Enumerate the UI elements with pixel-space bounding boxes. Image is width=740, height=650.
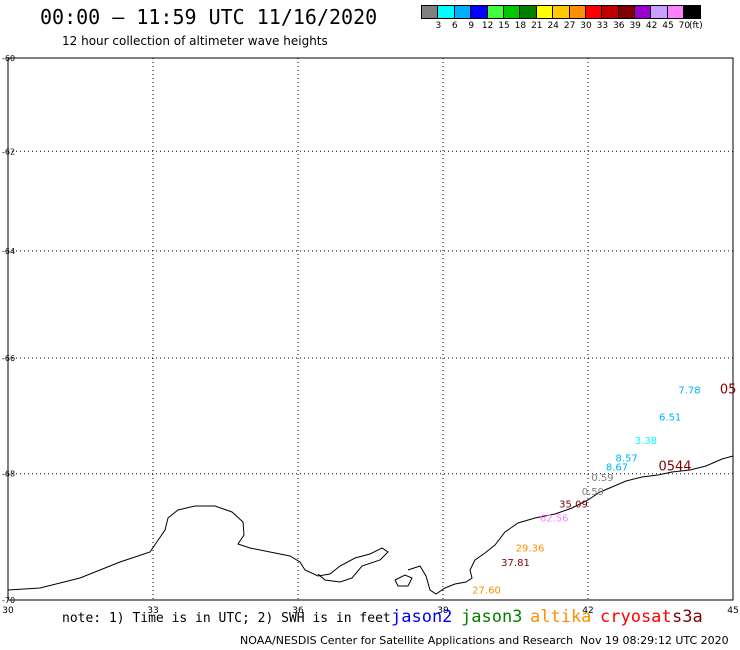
map-frame	[7, 57, 734, 601]
wave-height-label: 3.38	[635, 436, 657, 447]
legend-jason2: jason2	[391, 607, 453, 627]
note-text: note: 1) Time is in UTC; 2) SWH is in fe…	[62, 611, 391, 626]
lat-tick-label: -68	[2, 470, 15, 479]
lat-tick-label: -70	[2, 596, 15, 605]
color-scale-bar	[421, 5, 701, 19]
color-scale-tick: 21	[531, 21, 543, 31]
lon-tick-label: 33	[147, 606, 158, 616]
color-scale-tick: 30	[580, 21, 592, 31]
color-scale-tick: 33	[596, 21, 609, 31]
page-title: 00:00 – 11:59 UTC 11/16/2020	[40, 5, 378, 29]
color-scale-tick: 24	[547, 21, 559, 31]
wave-height-label: 0.59	[591, 473, 613, 484]
legend-altika: altika	[530, 607, 592, 627]
wave-height-label: 29.36	[516, 543, 545, 554]
color-scale-tick: 70	[678, 21, 691, 31]
map-grid	[7, 57, 734, 601]
color-scale-labels: 3 6 9 12 15 18 21 24 27 30 33 36 39 42 45 70 (ft)	[421, 21, 740, 33]
wave-height-label: 7.78	[678, 385, 700, 396]
wave-height-label: 6.51	[659, 412, 681, 423]
footer-credit: NOAA/NESDIS Center for Satellite Applica…	[240, 634, 574, 647]
color-scale-tick: 18	[514, 21, 527, 31]
legend-s3a: s3a	[672, 607, 703, 627]
wave-height-label: 37.81	[501, 558, 530, 569]
lat-tick-label: -62	[2, 147, 15, 156]
wave-height-label: 0544	[658, 460, 691, 475]
wave-height-label: 27.60	[472, 585, 501, 596]
color-scale-tick: 45	[662, 21, 674, 31]
wave-height-label: 35.09	[559, 499, 588, 510]
wave-height-labels: 7.78 056.513.388.578.67 05440.590.5935.096…	[472, 382, 736, 596]
color-scale-unit: (ft)	[689, 21, 703, 31]
lon-tick-label: 36	[292, 606, 304, 616]
color-scale-tick: 39	[629, 21, 641, 31]
lat-tick-label: -64	[2, 247, 15, 256]
color-scale-tick: 36	[613, 21, 625, 31]
color-scale-tick: 27	[563, 21, 576, 31]
lat-tick-label: -60	[2, 54, 15, 63]
legend-cryosat: cryosat	[600, 607, 672, 627]
color-scale-tick: 42	[645, 21, 658, 31]
page-subtitle: 12 hour collection of altimeter wave hei…	[62, 34, 328, 48]
wave-height-label: 8.67	[606, 463, 628, 474]
antarctic-coastline	[7, 455, 734, 595]
color-scale-tick: 9	[468, 21, 475, 31]
coastline-path	[7, 455, 734, 595]
lon-tick-label: 30	[2, 606, 14, 616]
wave-height-label: 62.56	[540, 514, 569, 525]
lon-tick-label: 39	[437, 606, 449, 616]
wave-height-label: 0.59	[582, 487, 604, 498]
footer-timestamp: Nov 19 08:29:12 UTC 2020	[580, 634, 729, 647]
wave-height-label: 8.57	[616, 454, 638, 465]
lat-tick-label: -66	[2, 354, 15, 363]
color-scale-tick: 15	[498, 21, 510, 31]
lon-tick-label: 45	[727, 606, 738, 616]
color-scale-tick: 6	[451, 21, 458, 31]
axis-tick-labels: 30 33 36 39 42 45 -60 -62 -64 -66 -68 -70	[2, 54, 739, 616]
wave-height-label: 05	[720, 382, 737, 397]
legend-jason3: jason3	[461, 607, 523, 627]
lon-tick-label: 42	[582, 606, 593, 616]
color-swatch	[683, 5, 701, 19]
color-scale-tick: 3	[435, 21, 442, 31]
color-scale-tick: 12	[481, 21, 494, 31]
